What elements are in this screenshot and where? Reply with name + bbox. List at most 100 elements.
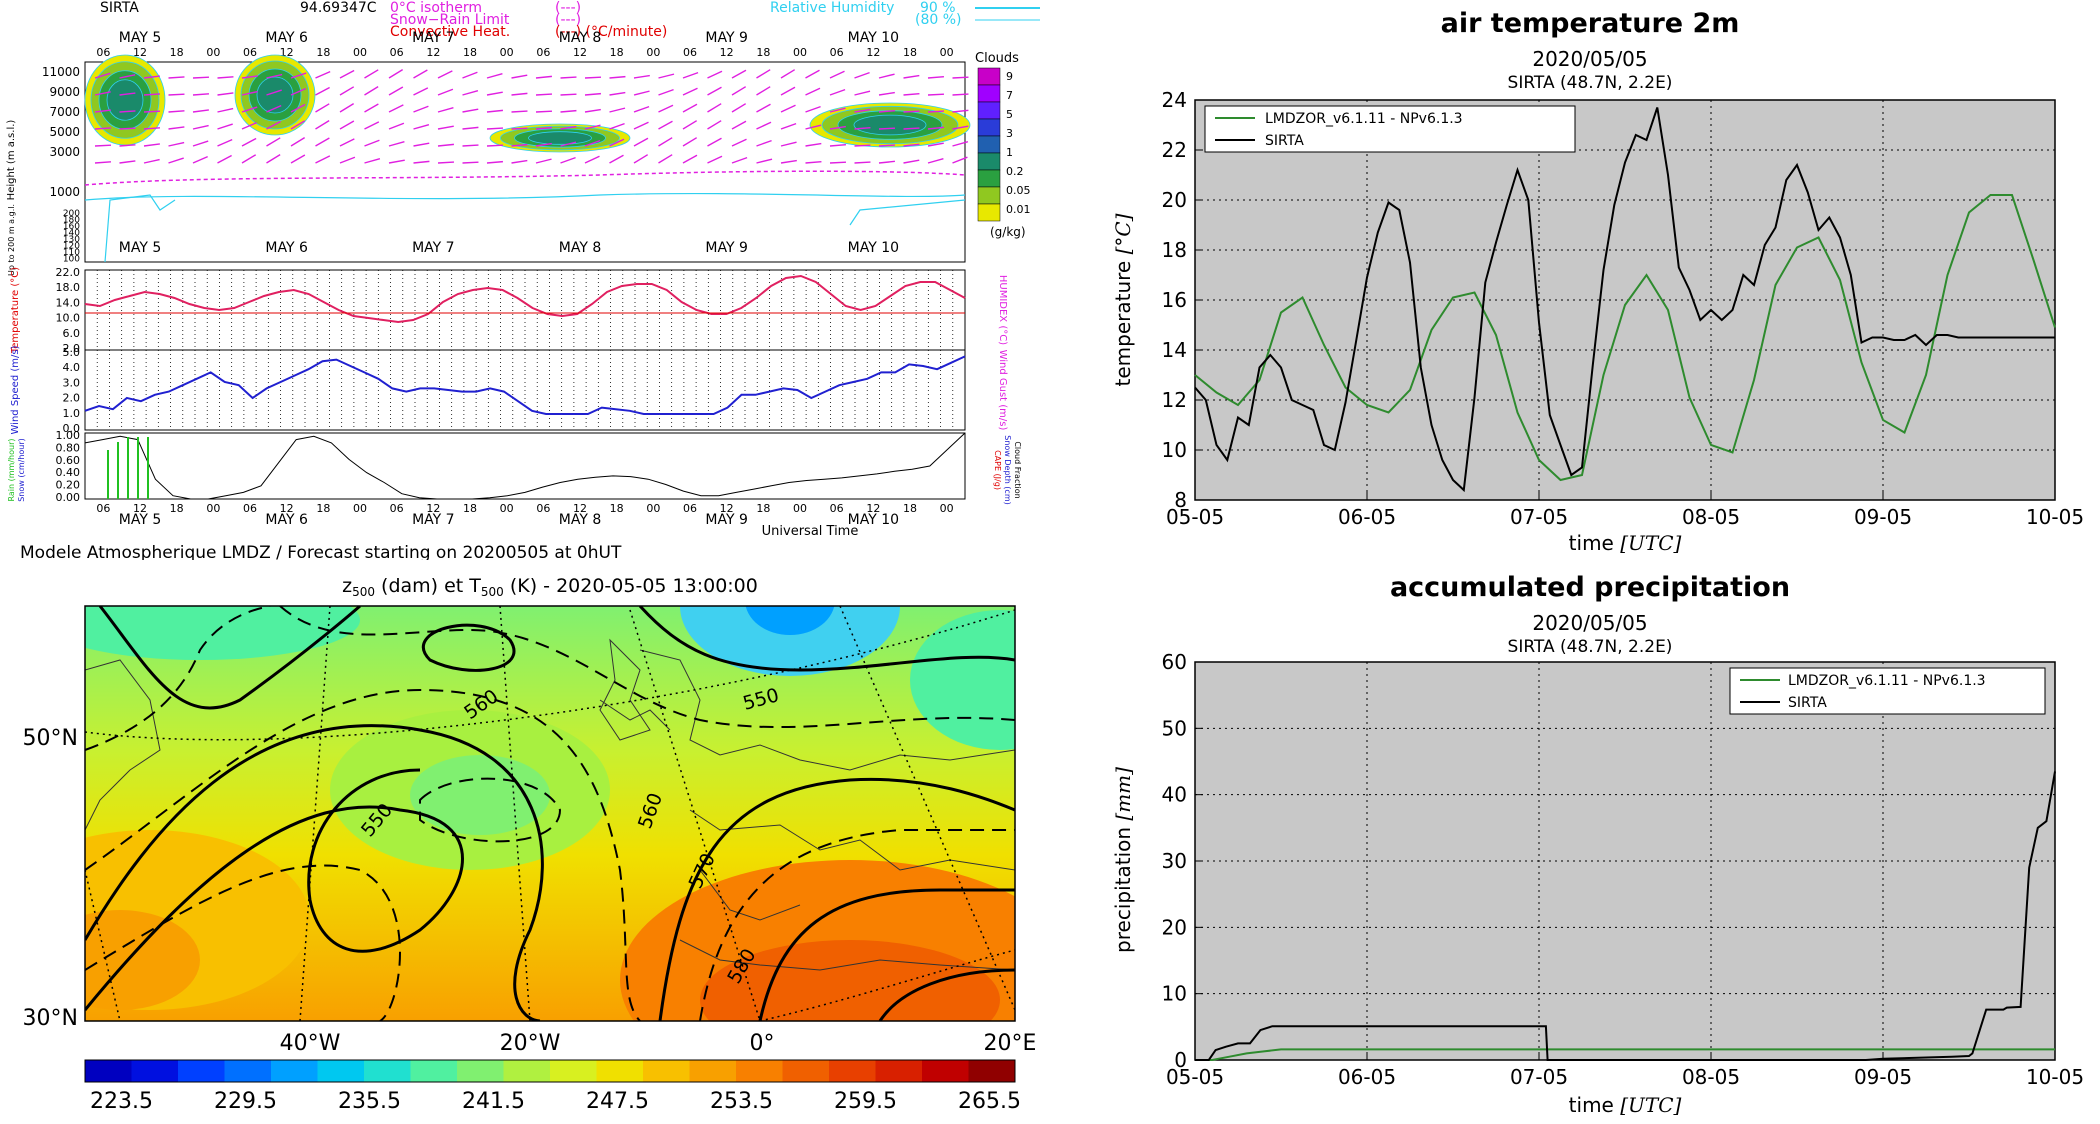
colorbar-swatch — [829, 1060, 876, 1082]
wind-arrow — [266, 120, 281, 130]
wind-arrow — [462, 161, 479, 164]
wind-arrow — [707, 120, 722, 130]
wind-arrow — [609, 75, 626, 79]
temperature-axis-label: Temperature (°C) — [10, 267, 21, 354]
contour-solid-2 — [85, 768, 464, 1011]
legend-label-model: LMDZOR_v6.1.11 - NPv6.1.3 — [1788, 673, 1986, 689]
wind-arrow — [707, 103, 722, 113]
clouds-scale-swatch — [977, 169, 1001, 188]
wind-arrow — [119, 110, 136, 113]
wind-arrow — [217, 123, 233, 130]
x-tick-label: 09-05 — [1854, 505, 1912, 529]
hour-label: 06 — [830, 502, 844, 515]
wind-arrow — [854, 161, 871, 164]
hour-label: 00 — [500, 46, 514, 59]
map-title: z500 (dam) et T500 (K) - 2020-05-05 13:0… — [342, 575, 758, 599]
cloud-blob — [106, 79, 144, 121]
wind-arrow — [266, 137, 281, 147]
cold-region-north — [680, 606, 900, 676]
colorbar-tick-label: 253.5 — [710, 1089, 773, 1114]
y-tick-label: 8 — [1174, 488, 1187, 512]
chart-subtitle-location: SIRTA (48.7N, 2.2E) — [1508, 73, 1673, 93]
axis-tick-label: 5.0 — [63, 346, 81, 359]
hour-label: 12 — [720, 502, 734, 515]
cloudfrac-axis-label: Cloud Fraction — [1013, 441, 1022, 498]
wind-arrow — [878, 127, 896, 130]
colorbar-swatch — [410, 1060, 458, 1082]
wind-arrow — [339, 138, 355, 147]
wind-arrow — [143, 75, 160, 79]
hour-label: 06 — [96, 46, 110, 59]
wind-arrow — [168, 141, 185, 147]
wind-arrow — [927, 93, 945, 96]
hour-label: 00 — [353, 46, 367, 59]
axis-tick-label: 1.00 — [56, 429, 81, 442]
axis-tick-label: 1.0 — [63, 407, 81, 420]
clouds-unit: (g/kg) — [990, 225, 1026, 239]
precipitation-chart-panel: accumulated precipitation 2020/05/05 SIR… — [1050, 560, 2100, 1120]
wind-arrow — [511, 143, 528, 147]
cold-region-ne — [910, 610, 1015, 750]
wind-arrow — [805, 160, 822, 164]
wind-arrow — [143, 127, 161, 130]
legend-convective-sym: (---) (°C/minute) — [555, 24, 667, 40]
hour-label: 18 — [610, 46, 624, 59]
y-tick-label: 22 — [1162, 138, 1187, 162]
height-tick-label: 160 — [63, 222, 80, 232]
wind-arrow — [339, 86, 355, 96]
wind-arrow — [511, 92, 528, 96]
hour-label: 00 — [646, 502, 660, 515]
wind-arrow — [315, 137, 330, 147]
meteogram-footer: Modele Atmospherique LMDZ / Forecast sta… — [20, 543, 622, 560]
wind-arrow — [192, 93, 210, 96]
wind-arrow — [854, 90, 871, 96]
wind-arrow — [119, 160, 136, 164]
height-axis: 11000 9000 7000 5000 3000 1000 200180160140130… — [42, 65, 80, 265]
colorbar-swatch — [85, 1060, 132, 1082]
series-lines — [1194, 107, 2056, 493]
y-tick-label: 18 — [1162, 238, 1187, 262]
legend-box — [1204, 105, 1576, 153]
legend: LMDZOR_v6.1.11 - NPv6.1.3 SIRTA — [1729, 667, 2046, 715]
wind-arrow — [486, 109, 503, 113]
day-label: MAY 9 — [705, 30, 747, 46]
wind-arrow — [192, 76, 210, 79]
contour-dashed-4 — [699, 829, 1015, 1021]
wind-arrow — [609, 122, 625, 130]
height-tick-label: 110 — [63, 248, 80, 258]
clouds-scale-tick: 1 — [1006, 146, 1013, 159]
wind-arrow — [535, 158, 552, 164]
day-label: MAY 5 — [119, 240, 161, 256]
wind-arrow — [388, 122, 405, 130]
day-label: MAY 7 — [412, 240, 454, 256]
temperature-chart-panel: air temperature 2m 2020/05/05 SIRTA (48.… — [1050, 0, 2100, 560]
y-axis-ticks: 8 10 12 14 16 18 20 22 24 — [1162, 88, 1203, 512]
x-tick-label: 10-05 — [2026, 1065, 2084, 1089]
wind-arrow — [633, 121, 649, 130]
y-tick-label: 10 — [1162, 982, 1187, 1006]
series-line-observation — [1194, 107, 2055, 493]
hour-label: 06 — [243, 46, 257, 59]
day-label: MAY 10 — [848, 512, 899, 528]
hour-label: 00 — [940, 46, 954, 59]
hour-label: 00 — [206, 46, 220, 59]
wind-arrow — [168, 93, 185, 96]
wind-arrow — [266, 104, 282, 113]
wind-arrow — [731, 120, 747, 130]
wind-arrow — [584, 108, 601, 113]
wind-arrow — [535, 75, 552, 79]
wind-arrow — [94, 144, 112, 147]
hour-label: 18 — [756, 502, 770, 515]
wind-arrow — [535, 110, 553, 113]
hour-label: 18 — [170, 502, 184, 515]
wind-arrow — [878, 144, 896, 147]
wind-arrow — [94, 161, 112, 164]
wind-arrow — [829, 70, 845, 79]
wind-arrow — [903, 110, 920, 113]
clouds-scale-swatch — [977, 118, 1001, 137]
temperature-grid — [96, 270, 954, 350]
x-tick-label: 09-05 — [1854, 1065, 1912, 1089]
colorbar-swatch — [922, 1060, 969, 1082]
contour-solid-4 — [98, 606, 1015, 710]
wind-arrow — [511, 74, 528, 79]
